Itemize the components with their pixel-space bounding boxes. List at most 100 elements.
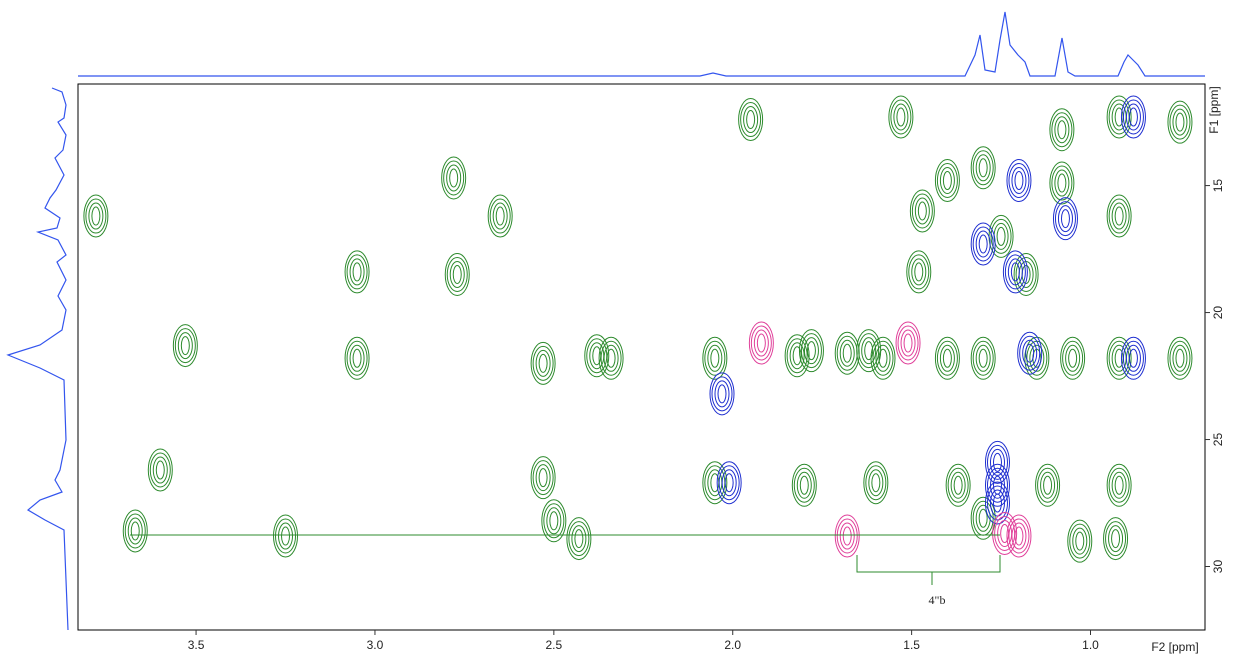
contour-ring [1024, 336, 1050, 380]
contour-ring [945, 463, 971, 507]
x-tick-label: 2.0 [724, 638, 741, 652]
peak [970, 222, 996, 266]
contour-ring [535, 464, 551, 492]
contour-ring [934, 336, 960, 380]
contour-ring [1106, 336, 1132, 380]
contour-ring [1057, 205, 1073, 233]
contour-ring [180, 336, 190, 356]
contour-ring [1114, 475, 1124, 495]
contour-ring [1057, 120, 1067, 140]
contour-ring [972, 340, 994, 376]
contour-ring [911, 258, 927, 286]
contour-ring [549, 511, 559, 531]
contour-ring [1108, 467, 1130, 503]
contour-ring [1122, 99, 1144, 135]
contour-ring [975, 154, 991, 182]
f1-projection [6, 87, 69, 631]
contour-ring [1114, 206, 1124, 226]
contour-ring [449, 168, 459, 188]
x-tick-label: 3.5 [188, 638, 205, 652]
contour-ring [344, 336, 370, 380]
contour-ring [724, 473, 734, 493]
contour-ring [535, 349, 551, 377]
contour-ring [978, 508, 988, 528]
plot-frame [77, 83, 1206, 631]
contour-ring [906, 250, 932, 294]
contour-ring [1106, 95, 1132, 139]
contour-ring [1010, 262, 1020, 282]
y-tick-label: 20 [1211, 306, 1225, 320]
contour-ring [753, 329, 769, 357]
peak [909, 189, 935, 233]
contour-ring [942, 171, 952, 191]
peak [970, 146, 996, 190]
contour-ring [978, 158, 988, 178]
peak [1024, 336, 1050, 380]
contour-ring [996, 226, 1006, 246]
peak [147, 448, 173, 492]
peak [716, 461, 742, 505]
contour-ring [704, 340, 726, 376]
contour-ring [936, 340, 958, 376]
contour-ring [989, 448, 1005, 476]
contour-ring [863, 461, 889, 505]
peak [888, 95, 914, 139]
contour-ring [446, 164, 462, 192]
contour-ring [839, 522, 855, 550]
peak [1167, 336, 1193, 380]
peak [1120, 336, 1146, 380]
peak [1049, 161, 1075, 205]
peak [441, 156, 467, 200]
contour-ring [1051, 112, 1073, 148]
contour-ring [443, 160, 465, 196]
peak [122, 509, 148, 553]
contour-ring [1006, 159, 1032, 203]
contour-ring [908, 254, 930, 290]
contour-ring [83, 194, 109, 238]
contour-ring [1106, 194, 1132, 238]
peak [1120, 95, 1146, 139]
contour-ring [1120, 95, 1146, 139]
contour-ring [997, 519, 1013, 547]
contour-ring [1106, 463, 1132, 507]
peak [566, 517, 592, 561]
contour-ring [1068, 348, 1078, 368]
peak [784, 334, 810, 378]
contour-ring [970, 222, 996, 266]
contour-ring [1013, 252, 1039, 296]
x-tick-label: 2.5 [546, 638, 563, 652]
contour-ring [716, 461, 742, 505]
peak [273, 514, 299, 558]
contour-ring [91, 206, 101, 226]
contour-ring [1035, 463, 1061, 507]
contour-ring [793, 467, 815, 503]
contour-ring [834, 331, 860, 375]
peak [992, 511, 1018, 555]
contour-ring [1049, 161, 1075, 205]
contour-ring [721, 469, 737, 497]
peak [584, 334, 610, 378]
contour-ring [842, 526, 852, 546]
contour-ring [1014, 171, 1024, 191]
contour-ring [909, 189, 935, 233]
contour-ring [530, 456, 556, 500]
peak [1006, 514, 1032, 558]
peak [344, 336, 370, 380]
contour-ring [986, 485, 1008, 521]
contour-ring [1067, 519, 1093, 563]
peak [1067, 519, 1093, 563]
x-axis-title: F2 [ppm] [1151, 640, 1198, 654]
contour-ring [986, 444, 1008, 480]
contour-ring [865, 465, 887, 501]
contour-ring [939, 344, 955, 372]
peak [530, 456, 556, 500]
contour-ring [1000, 523, 1010, 543]
peak [834, 331, 860, 375]
peak [1106, 463, 1132, 507]
contour-ring [1103, 517, 1129, 561]
contour-ring [878, 348, 888, 368]
contour-ring [992, 452, 1002, 472]
contour-ring [800, 333, 822, 369]
contour-ring [914, 262, 924, 282]
